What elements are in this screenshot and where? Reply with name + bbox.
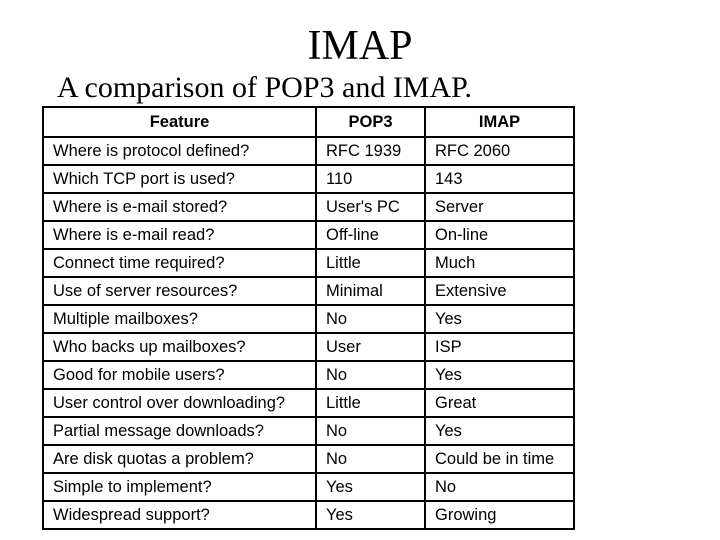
imap-cell: On-line xyxy=(424,220,575,250)
table-row: Where is e-mail read? Off-line On-line xyxy=(42,220,575,250)
table-row: Partial message downloads? No Yes xyxy=(42,416,575,446)
feature-cell: Use of server resources? xyxy=(42,276,317,306)
pop3-cell: Minimal xyxy=(315,276,426,306)
feature-cell: Which TCP port is used? xyxy=(42,164,317,194)
header-imap: IMAP xyxy=(424,106,575,138)
imap-cell: Growing xyxy=(424,500,575,530)
slide-subtitle: A comparison of POP3 and IMAP. xyxy=(57,71,473,104)
feature-cell: Where is protocol defined? xyxy=(42,136,317,166)
feature-cell: Partial message downloads? xyxy=(42,416,317,446)
feature-cell: Are disk quotas a problem? xyxy=(42,444,317,474)
table-row: Use of server resources? Minimal Extensive xyxy=(42,276,575,306)
imap-cell: Great xyxy=(424,388,575,418)
feature-cell: Widespread support? xyxy=(42,500,317,530)
table-row: Are disk quotas a problem? No Could be in … xyxy=(42,444,575,474)
feature-cell: Multiple mailboxes? xyxy=(42,304,317,334)
pop3-cell: User's PC xyxy=(315,192,426,222)
slide-title: IMAP xyxy=(307,23,413,69)
table-row: User control over downloading? Little Grea… xyxy=(42,388,575,418)
pop3-cell: Off-line xyxy=(315,220,426,250)
table-row: Connect time required? Little Much xyxy=(42,248,575,278)
feature-cell: Good for mobile users? xyxy=(42,360,317,390)
imap-cell: Much xyxy=(424,248,575,278)
table-row: Where is protocol defined? RFC 1939 RFC 20… xyxy=(42,136,575,166)
feature-cell: Connect time required? xyxy=(42,248,317,278)
table-row: Widespread support? Yes Growing xyxy=(42,500,575,530)
imap-cell: Could be in time xyxy=(424,444,575,474)
pop3-cell: Little xyxy=(315,248,426,278)
header-pop3: POP3 xyxy=(315,106,426,138)
table-row: Where is e-mail stored? User's PC Server xyxy=(42,192,575,222)
table-row: Simple to implement? Yes No xyxy=(42,472,575,502)
feature-cell: Who backs up mailboxes? xyxy=(42,332,317,362)
table-header-row: Feature POP3 IMAP xyxy=(42,106,575,138)
comparison-table: Feature POP3 IMAP Where is protocol defi… xyxy=(42,106,575,530)
table-row: Good for mobile users? No Yes xyxy=(42,360,575,390)
feature-cell: User control over downloading? xyxy=(42,388,317,418)
table-row: Which TCP port is used? 110 143 xyxy=(42,164,575,194)
pop3-cell: 110 xyxy=(315,164,426,194)
table-row: Who backs up mailboxes? User ISP xyxy=(42,332,575,362)
imap-cell: RFC 2060 xyxy=(424,136,575,166)
pop3-cell: No xyxy=(315,360,426,390)
pop3-cell: RFC 1939 xyxy=(315,136,426,166)
feature-cell: Where is e-mail stored? xyxy=(42,192,317,222)
imap-cell: Yes xyxy=(424,416,575,446)
imap-cell: No xyxy=(424,472,575,502)
pop3-cell: Yes xyxy=(315,472,426,502)
pop3-cell: Little xyxy=(315,388,426,418)
table-row: Multiple mailboxes? No Yes xyxy=(42,304,575,334)
imap-cell: ISP xyxy=(424,332,575,362)
feature-cell: Where is e-mail read? xyxy=(42,220,317,250)
imap-cell: Extensive xyxy=(424,276,575,306)
imap-cell: Yes xyxy=(424,360,575,390)
pop3-cell: No xyxy=(315,304,426,334)
pop3-cell: No xyxy=(315,416,426,446)
imap-cell: Server xyxy=(424,192,575,222)
imap-cell: Yes xyxy=(424,304,575,334)
pop3-cell: No xyxy=(315,444,426,474)
pop3-cell: User xyxy=(315,332,426,362)
imap-cell: 143 xyxy=(424,164,575,194)
header-feature: Feature xyxy=(42,106,317,138)
feature-cell: Simple to implement? xyxy=(42,472,317,502)
pop3-cell: Yes xyxy=(315,500,426,530)
table-body: Where is protocol defined? RFC 1939 RFC 20… xyxy=(42,136,575,530)
